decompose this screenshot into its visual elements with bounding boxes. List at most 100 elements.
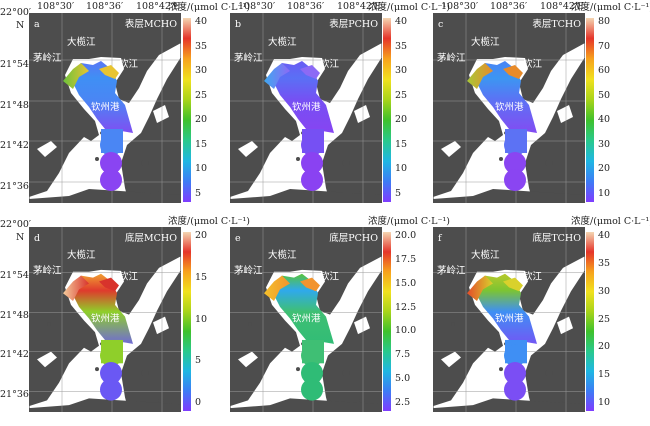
place-label-maoling: 茅岭江 [33,265,62,277]
lat-label: 22°00′ [0,219,32,231]
lat-label: 21°36′ [0,181,32,192]
colorbar-tick: 40 [598,114,611,126]
lon-label: 108°42′E [540,1,585,12]
lon-label: 108°36′ [287,1,325,12]
lon-label: 108°30′ [441,1,479,12]
lat-label: N [16,231,25,243]
panel-title: 表层TCHO [532,18,581,30]
colorbar-title: 浓度/(μmol C·L⁻¹) [368,216,450,227]
place-label-qinzhou-port: 钦州港 [292,101,321,113]
panel-letter: e [235,233,241,244]
lat-label: 21°42′ [0,140,32,151]
colorbar-tick: 15.0 [395,277,417,289]
colorbar-tick: 20 [195,230,208,241]
colorbar-tick: 10 [395,163,408,175]
colorbar-tick: 25 [598,313,611,325]
panel-letter: d [34,233,40,244]
colorbar-tick: 35 [395,40,408,52]
colorbar [586,232,594,411]
panel-letter: a [34,19,40,30]
colorbar [383,232,391,411]
lon-label: 108°36′ [490,1,528,12]
place-label-qinzhou-port: 钦州港 [495,312,524,324]
colorbar-tick: 10 [195,313,208,325]
place-label-qin: 钦江 [523,271,543,283]
colorbar-tick: 2.5 [395,397,411,408]
lat-label: 22°00′ [0,7,32,18]
place-label-qin: 钦江 [320,58,340,70]
place-label-qin: 钦江 [119,58,139,70]
place-label-maoling: 茅岭江 [437,52,466,64]
colorbar-tick: 30 [598,138,611,150]
colorbar-tick: 80 [598,16,611,27]
place-label-qin: 钦江 [523,58,543,70]
colorbar-tick: 5.0 [395,373,411,385]
colorbar-tick: 25 [195,89,208,101]
place-label-dalan: 大榄江 [471,36,500,48]
lat-label: 21°48′ [0,309,32,321]
colorbar-tick: 35 [598,257,611,269]
lat-label: 21°36′ [0,388,32,400]
place-label-dalan: 大榄江 [471,249,500,261]
colorbar [586,18,594,202]
lon-label: 108°42′E [136,1,181,12]
panel-title: 表层PCHO [329,18,378,30]
colorbar-tick: 30 [598,285,611,297]
colorbar-tick: 30 [395,65,408,77]
lon-label: 108°30′ [37,1,75,12]
colorbar-tick: 15 [195,271,208,283]
place-label-qin: 钦江 [119,271,139,283]
colorbar-tick: 15 [395,138,408,150]
colorbar-tick: 20 [395,114,408,126]
lat-label: 21°48′ [0,100,32,111]
colorbar-tick: 40 [395,16,408,27]
lon-label: 108°30′ [238,1,276,12]
colorbar-tick: 10 [598,188,611,199]
colorbar-tick: 10 [195,163,208,175]
place-label-qinzhou-port: 钦州港 [91,312,120,324]
colorbar-tick: 5 [195,188,202,199]
lat-label: 21°54′ [0,59,32,70]
place-label-maoling: 茅岭江 [234,52,263,64]
colorbar-title: 浓度/(μmol C·L⁻¹) [571,2,650,13]
panel-title: 表层MCHO [125,18,177,30]
lon-label: 108°42′E [337,1,382,12]
lat-label: 21°42′ [0,348,32,360]
colorbar-tick: 70 [598,40,611,52]
colorbar-tick: 5 [195,355,202,367]
panel-letter: c [438,19,443,30]
place-label-dalan: 大榄江 [268,249,297,261]
panel-letter: f [438,233,443,244]
colorbar-tick: 25 [395,89,408,101]
colorbar-tick: 35 [195,40,208,52]
place-label-maoling: 茅岭江 [437,265,466,277]
colorbar-tick: 40 [598,230,611,241]
lat-label: N [16,20,25,31]
place-label-qinzhou-port: 钦州港 [292,312,321,324]
colorbar-tick: 20 [598,341,611,353]
colorbar-tick: 15 [598,369,611,381]
colorbar-tick: 20.0 [395,230,417,241]
colorbar-tick: 10 [598,397,611,408]
colorbar-tick: 20 [598,163,611,175]
colorbar-tick: 30 [195,65,208,77]
place-label-qinzhou-port: 钦州港 [91,101,120,113]
colorbar-tick: 12.5 [395,301,417,313]
place-label-qin: 钦江 [320,271,340,283]
panel-title: 底层MCHO [125,232,177,244]
colorbar-tick: 7.5 [395,349,411,361]
panel-letter: b [235,19,241,30]
lon-label: 108°36′ [86,1,124,12]
place-label-maoling: 茅岭江 [33,52,62,64]
colorbar-tick: 0 [195,397,202,408]
place-label-maoling: 茅岭江 [234,265,263,277]
place-label-dalan: 大榄江 [67,249,96,261]
place-label-dalan: 大榄江 [67,36,96,48]
colorbar-tick: 40 [195,16,208,27]
